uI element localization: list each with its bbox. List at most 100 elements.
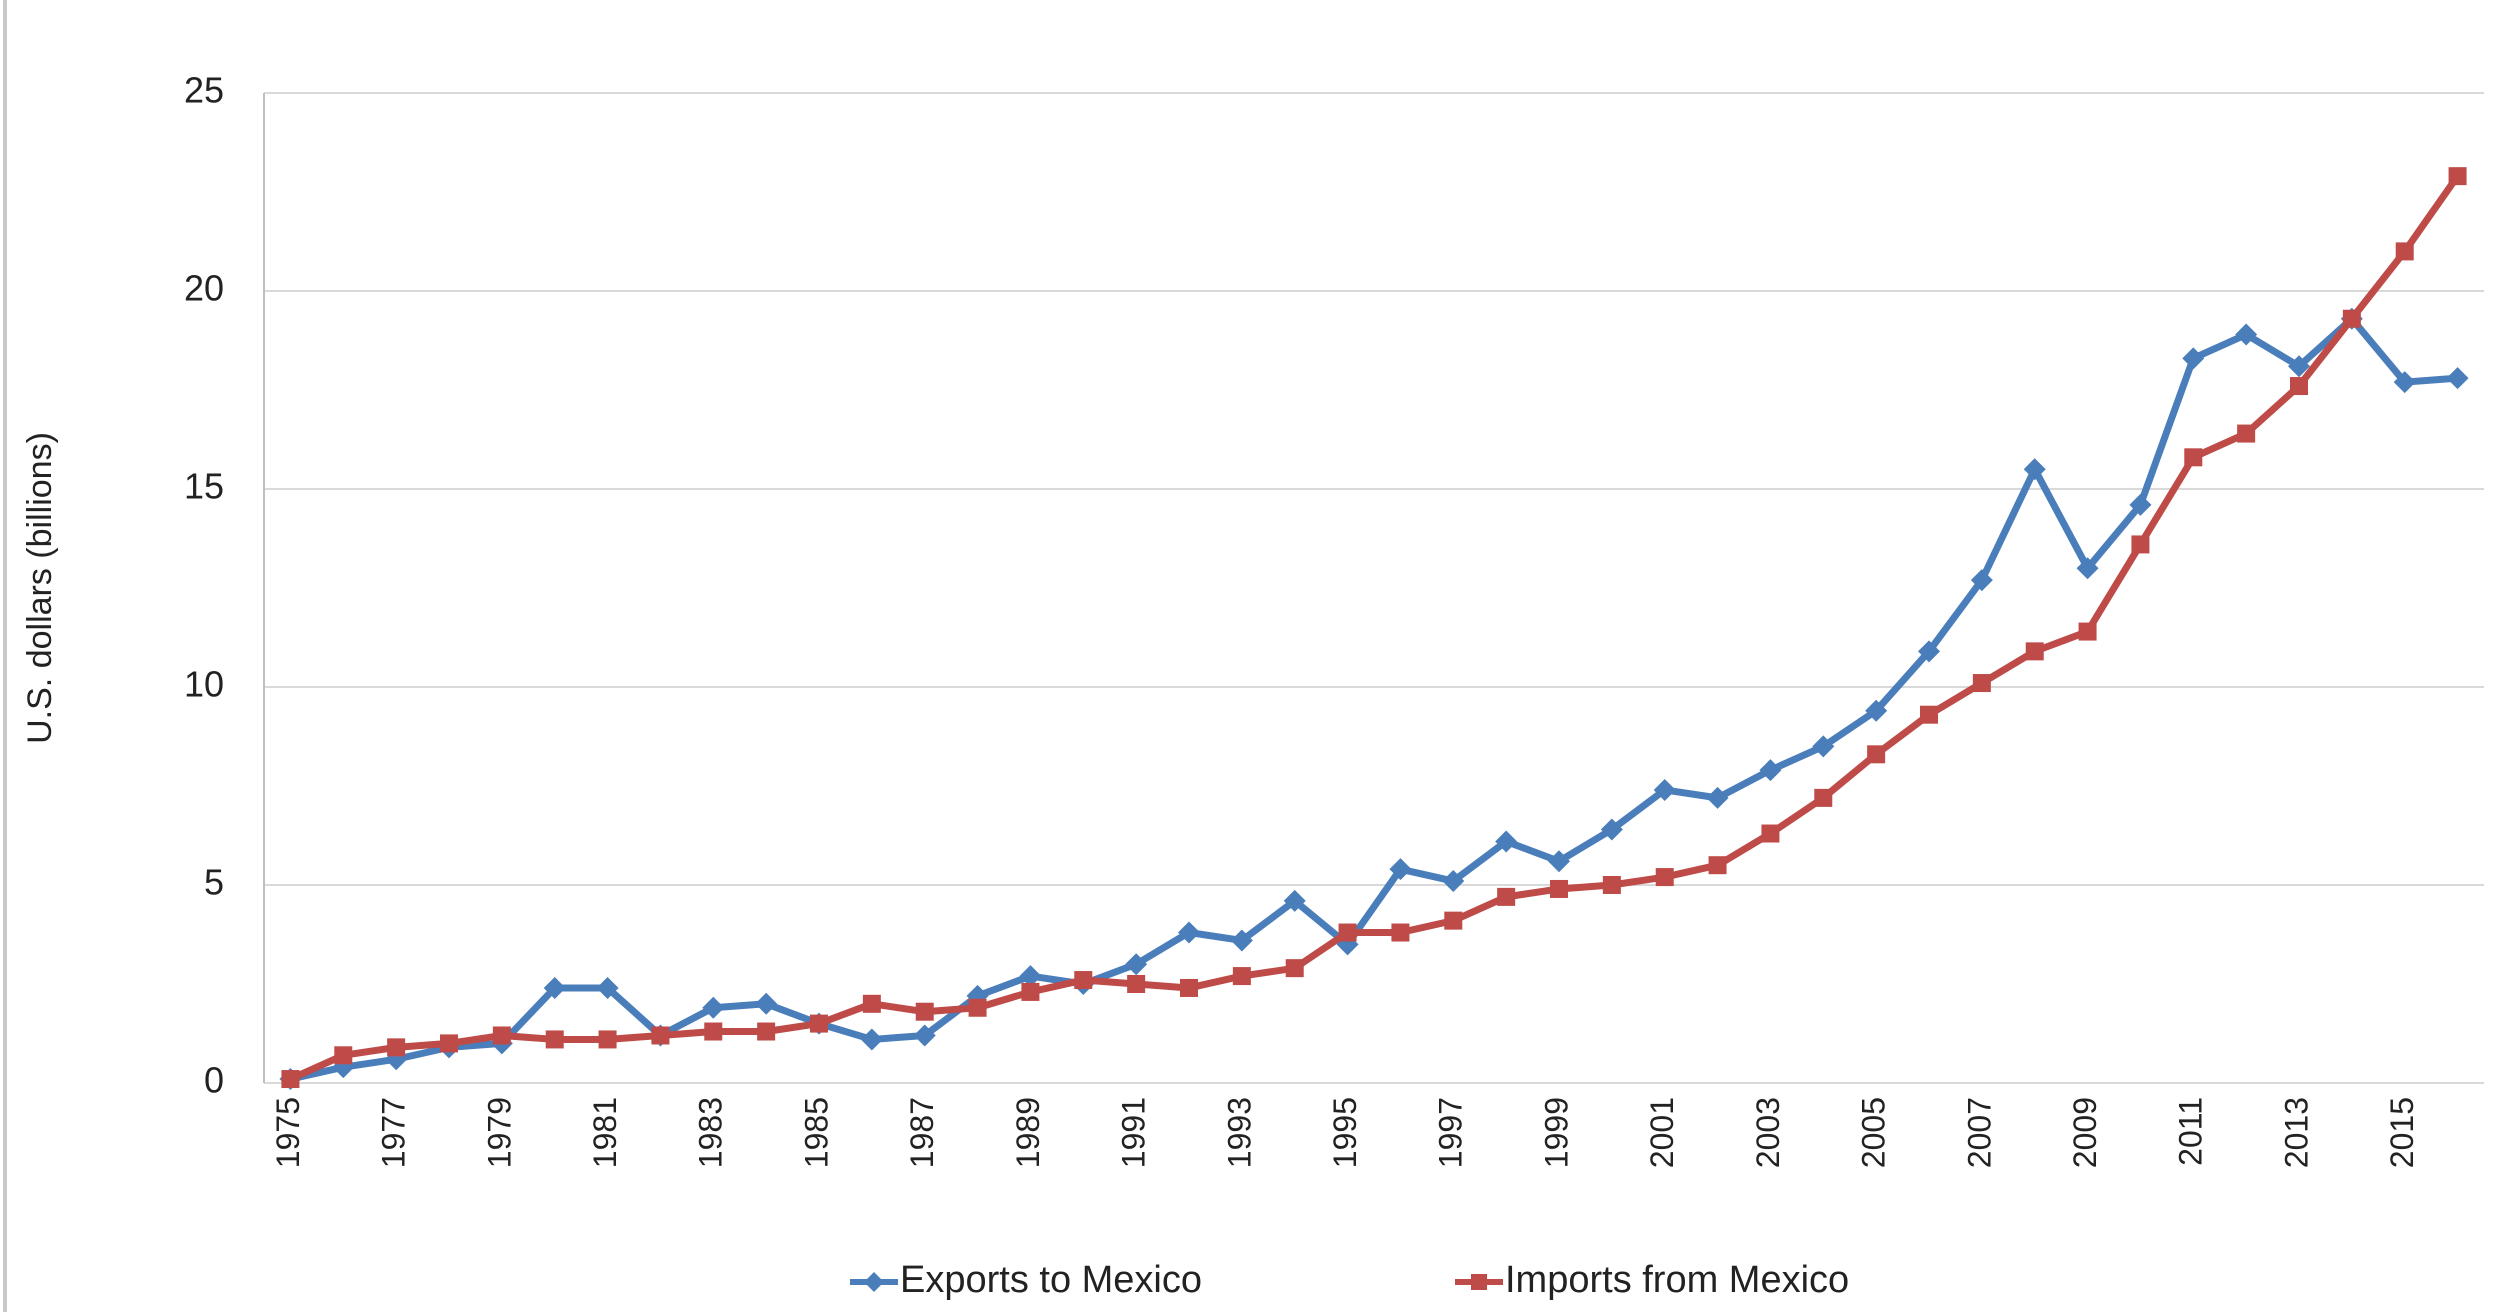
y-tick-label: 10 [184, 664, 224, 705]
data-point [1178, 921, 1200, 944]
x-tick-label: 2001 [1644, 1097, 1680, 1168]
data-point [1019, 965, 1042, 988]
x-tick-label: 1991 [1116, 1097, 1152, 1168]
data-point [1074, 971, 1093, 990]
data-point [2184, 448, 2203, 467]
data-point [1180, 978, 1198, 997]
x-tick-label: 1977 [376, 1097, 412, 1168]
data-point [596, 976, 619, 999]
data-point [2131, 535, 2150, 554]
data-point [1495, 830, 1518, 853]
data-point [1442, 870, 1465, 893]
data-point [2078, 622, 2097, 641]
data-point [1920, 705, 1938, 724]
data-point [2395, 242, 2414, 261]
data-point [2446, 367, 2469, 390]
data-point [915, 1002, 934, 1021]
data-point [334, 1046, 353, 1065]
data-point [1865, 699, 1888, 722]
data-point [1602, 876, 1621, 894]
data-point [757, 1022, 776, 1041]
data-point [2182, 347, 2205, 370]
data-point [702, 996, 725, 1019]
data-point [1021, 982, 1040, 1001]
data-point [1548, 850, 1570, 873]
x-tick-label: 1985 [798, 1097, 834, 1168]
data-point [440, 1034, 458, 1053]
data-point [543, 976, 566, 999]
series-line [288, 174, 2461, 1083]
x-tick-label: 1981 [587, 1097, 623, 1168]
x-tick-label: 1987 [904, 1097, 940, 1168]
data-point [913, 1024, 936, 1047]
y-tick-label: 15 [184, 466, 224, 507]
data-point [810, 1014, 828, 1033]
y-tick-label: 25 [184, 70, 224, 111]
legend-label: Exports to Mexico [900, 1259, 1202, 1301]
data-point [598, 1030, 617, 1049]
data-point [1127, 975, 1146, 993]
x-tick-label: 2007 [1961, 1097, 1997, 1168]
x-tick-label: 2003 [1750, 1097, 1786, 1168]
y-tick-label: 20 [184, 268, 224, 309]
legend-label: Imports from Mexico [1505, 1259, 1849, 1301]
data-point [387, 1038, 406, 1057]
x-tick-label: 1999 [1538, 1097, 1574, 1168]
data-point [1389, 858, 1412, 881]
data-point [1653, 778, 1676, 801]
data-point [2288, 355, 2310, 378]
data-point [1708, 856, 1727, 875]
y-axis-label: U.S. dollars (billions) [21, 432, 59, 744]
data-point [492, 1026, 511, 1045]
x-tick-label: 1983 [693, 1097, 729, 1168]
data-point [651, 1026, 670, 1045]
legend-marker [1471, 1274, 1487, 1290]
x-tick-label: 2013 [2278, 1097, 2314, 1168]
data-point [755, 992, 778, 1015]
data-point [862, 994, 881, 1013]
x-tick-label: 2015 [2384, 1097, 2420, 1168]
data-point [2393, 371, 2416, 394]
data-point [2237, 424, 2256, 443]
data-point [1655, 868, 1674, 887]
y-tick-label: 5 [204, 862, 224, 903]
x-tick-label: 2009 [2067, 1097, 2103, 1168]
data-point [1391, 923, 1410, 942]
x-tick-label: 2005 [1856, 1097, 1892, 1168]
data-point [1867, 745, 1886, 764]
x-tick-label: 1975 [270, 1097, 306, 1168]
x-tick-label: 1997 [1433, 1097, 1469, 1168]
data-point [1972, 674, 1991, 693]
data-point [1232, 967, 1251, 986]
x-tick-label: 1995 [1327, 1097, 1363, 1168]
y-tick-label: 0 [204, 1060, 224, 1101]
data-point [2076, 557, 2099, 580]
x-tick-label: 1979 [481, 1097, 517, 1168]
data-point [1338, 923, 1357, 942]
data-point [1230, 929, 1253, 952]
series-line [289, 315, 2458, 1083]
data-point [2448, 167, 2467, 186]
data-point [1814, 788, 1833, 807]
data-point [1497, 887, 1516, 906]
data-point [545, 1030, 564, 1049]
data-point [1283, 889, 1306, 912]
x-tick-label: 1989 [1010, 1097, 1046, 1168]
data-point [1285, 959, 1304, 978]
data-point [1706, 786, 1729, 809]
data-point [2235, 323, 2258, 346]
data-point [1600, 818, 1623, 841]
data-point [1918, 640, 1940, 663]
data-point [2342, 309, 2361, 328]
data-point [281, 1070, 300, 1089]
data-point [1444, 911, 1463, 930]
data-point [1550, 879, 1568, 898]
x-tick-label: 1993 [1221, 1097, 1257, 1168]
data-point [2290, 377, 2308, 396]
data-point [704, 1022, 723, 1041]
legend-marker [864, 1272, 884, 1292]
data-point [1759, 759, 1782, 782]
data-point [1812, 735, 1835, 758]
x-tick-label: 2011 [2173, 1097, 2209, 1166]
